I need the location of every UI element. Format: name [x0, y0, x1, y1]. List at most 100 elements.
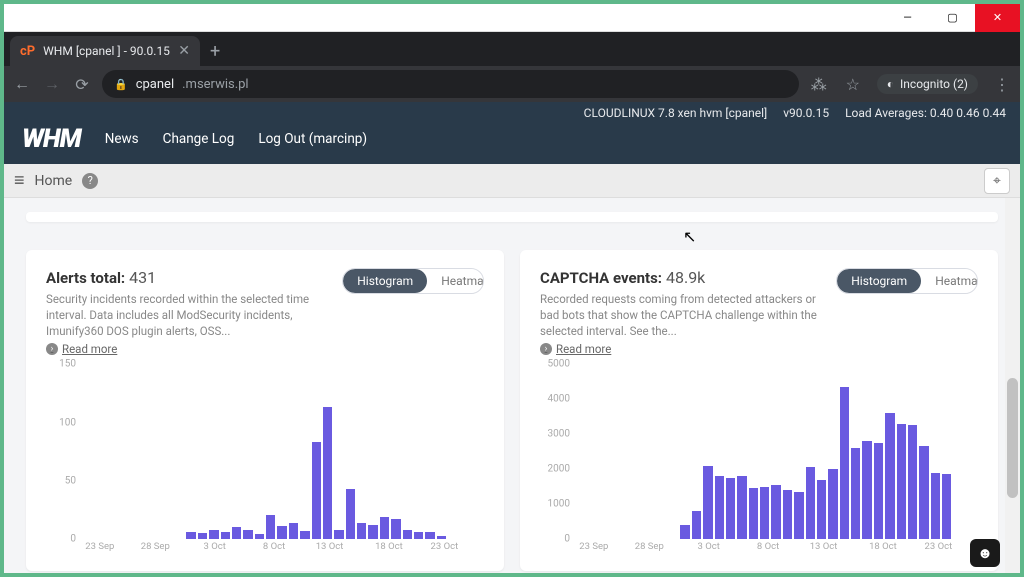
whm-logo[interactable]: WHM: [22, 124, 81, 154]
alerts-chart: 050100150 23 Sep28 Sep3 Oct8 Oct13 Oct18…: [46, 364, 484, 561]
x-tick: 8 Oct: [757, 541, 779, 552]
alerts-view-toggle: Histogram Heatmap: [342, 268, 484, 294]
x-tick: 23 Sep: [579, 541, 608, 552]
browser-tab[interactable]: cP WHM [cpanel ] - 90.0.15 ✕: [10, 36, 200, 66]
scroll-thumb[interactable]: [1007, 378, 1018, 498]
whm-version: v90.0.15: [783, 106, 829, 120]
chart-bar: [368, 525, 377, 539]
chart-bar: [874, 443, 883, 539]
incognito-label: Incognito (2): [900, 77, 968, 91]
chart-bar: [703, 466, 712, 539]
chart-bar: [289, 523, 298, 539]
chart-bar: [806, 467, 815, 539]
x-tick: 13 Oct: [316, 541, 344, 552]
y-tick: 3000: [548, 429, 570, 440]
chart-bar: [300, 531, 309, 539]
fullscreen-icon[interactable]: ⌖: [984, 168, 1010, 194]
cpanel-icon: cP: [20, 44, 35, 59]
os-info: CLOUDLINUX 7.8 xen hvm [cpanel]: [584, 106, 768, 120]
incognito-badge[interactable]: ◐ Incognito (2): [877, 74, 978, 94]
chart-bar: [232, 527, 241, 539]
content-area: Alerts total: 431 Security incidents rec…: [4, 198, 1020, 573]
back-button[interactable]: ←: [12, 74, 32, 94]
load-averages: Load Averages: 0.40 0.46 0.44: [845, 106, 1006, 120]
chart-bar: [414, 532, 423, 539]
incognito-icon: ◐: [887, 77, 894, 91]
y-tick: 0: [564, 534, 570, 545]
address-bar[interactable]: 🔒 cpanel.mserwis.pl: [102, 70, 799, 98]
chart-bar: [437, 536, 446, 539]
x-tick: 18 Oct: [869, 541, 897, 552]
y-tick: 100: [59, 417, 76, 428]
captcha-histogram-button[interactable]: Histogram: [837, 269, 921, 293]
chart-bar: [794, 492, 803, 539]
window-maximize[interactable]: ▢: [930, 4, 975, 32]
chart-bar: [198, 533, 207, 539]
y-tick: 0: [70, 534, 76, 545]
y-tick: 2000: [548, 464, 570, 475]
chart-bar: [323, 407, 332, 539]
reload-button[interactable]: ⟳: [72, 75, 92, 94]
tab-close-icon[interactable]: ✕: [178, 43, 190, 59]
help-icon[interactable]: ?: [82, 173, 98, 189]
alerts-heatmap-button[interactable]: Heatmap: [427, 269, 484, 293]
url-path: .mserwis.pl: [182, 77, 248, 92]
captcha-read-more[interactable]: › Read more: [540, 342, 826, 356]
alerts-read-more[interactable]: › Read more: [46, 342, 332, 356]
breadcrumb-home[interactable]: Home: [35, 173, 73, 189]
new-tab-button[interactable]: +: [200, 36, 230, 66]
chart-bar: [346, 489, 355, 539]
chart-bar: [209, 530, 218, 539]
chart-bar: [357, 523, 366, 539]
window-close[interactable]: ✕: [975, 4, 1020, 32]
browser-menu-icon[interactable]: ⋮: [992, 75, 1012, 94]
window-minimize[interactable]: —: [885, 4, 930, 32]
tab-title: WHM [cpanel ] - 90.0.15: [43, 44, 170, 58]
alerts-description: Security incidents recorded within the s…: [46, 291, 332, 339]
browser-toolbar: ← → ⟳ 🔒 cpanel.mserwis.pl ⁂ ☆ ◐ Incognit…: [4, 66, 1020, 102]
chart-bar: [391, 519, 400, 539]
translate-icon[interactable]: ⁂: [809, 75, 829, 94]
card-above: [26, 212, 998, 222]
chart-bar: [692, 511, 701, 539]
captcha-chart: 010002000300040005000 23 Sep28 Sep3 Oct8…: [540, 364, 978, 561]
alerts-title: Alerts total:: [46, 269, 125, 287]
chart-bar: [828, 469, 837, 539]
x-tick: 8 Oct: [263, 541, 285, 552]
captcha-title: CAPTCHA events:: [540, 269, 662, 287]
x-tick: 23 Oct: [925, 541, 953, 552]
chart-bar: [783, 490, 792, 539]
captcha-view-toggle: Histogram Heatmap: [836, 268, 978, 294]
whm-header: CLOUDLINUX 7.8 xen hvm [cpanel] v90.0.15…: [4, 102, 1020, 164]
alerts-histogram-button[interactable]: Histogram: [343, 269, 427, 293]
nav-logout[interactable]: Log Out (marcinp): [258, 131, 367, 147]
x-tick: 18 Oct: [375, 541, 403, 552]
chart-bar: [266, 515, 275, 539]
chart-bar: [243, 530, 252, 539]
os-titlebar: — ▢ ✕: [4, 4, 1020, 32]
chart-bar: [897, 424, 906, 539]
chart-bar: [817, 480, 826, 539]
menu-toggle-icon[interactable]: ≡: [14, 170, 25, 191]
y-tick: 4000: [548, 394, 570, 405]
breadcrumb-bar: ≡ Home ? ⌖: [4, 164, 1020, 198]
chart-bar: [255, 534, 264, 539]
chart-bar: [221, 532, 230, 539]
url-host: cpanel: [136, 77, 174, 92]
y-tick: 5000: [548, 359, 570, 370]
chart-bar: [862, 441, 871, 539]
chat-fab[interactable]: ☻: [970, 539, 1000, 567]
chart-bar: [312, 442, 321, 539]
scrollbar[interactable]: [1005, 198, 1020, 573]
chart-bar: [840, 387, 849, 539]
x-tick: 28 Sep: [141, 541, 170, 552]
nav-changelog[interactable]: Change Log: [163, 131, 235, 147]
y-tick: 1000: [548, 499, 570, 510]
chart-bar: [737, 476, 746, 539]
nav-news[interactable]: News: [105, 131, 139, 147]
x-tick: 23 Sep: [85, 541, 114, 552]
bookmark-icon[interactable]: ☆: [843, 75, 863, 94]
chart-bar: [680, 525, 689, 539]
captcha-panel: CAPTCHA events: 48.9k Recorded requests …: [520, 250, 998, 571]
captcha-heatmap-button[interactable]: Heatmap: [921, 269, 978, 293]
